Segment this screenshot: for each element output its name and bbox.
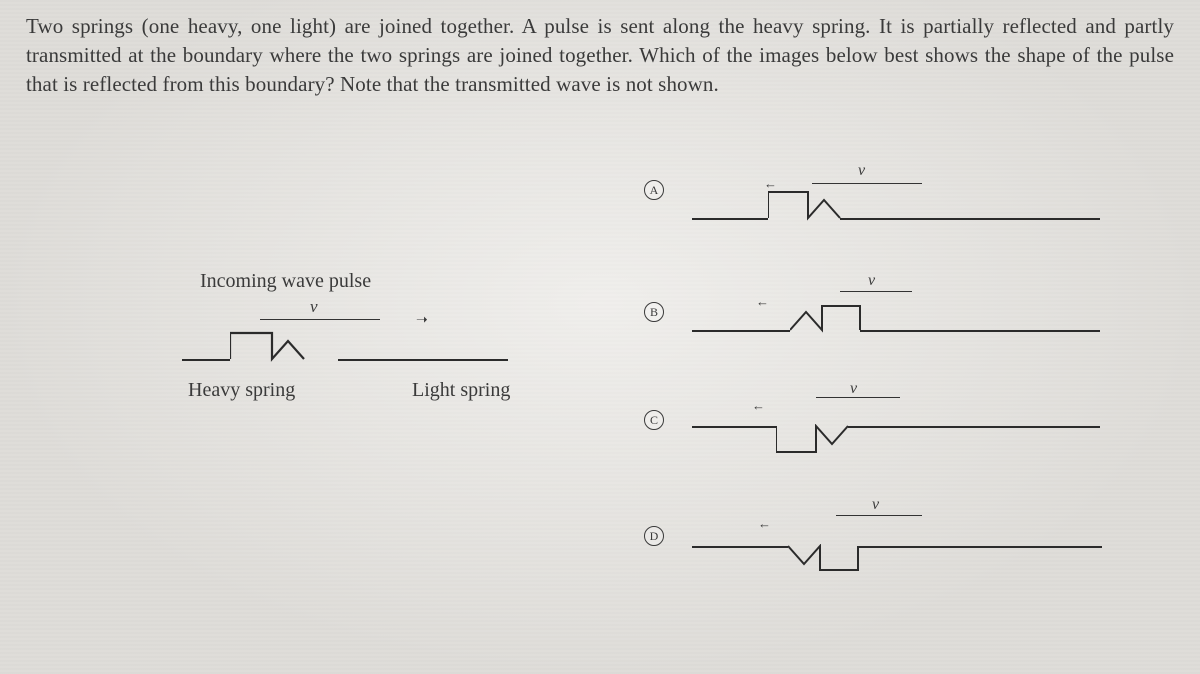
baseline-d-right [858, 546, 1102, 548]
incoming-pulse-figure: Incoming wave pulse v ➝ Heavy spring Lig… [200, 270, 620, 389]
incoming-baseline: Heavy spring Light spring [200, 329, 520, 389]
baseline-right [338, 359, 508, 361]
velocity-line-c [816, 397, 900, 398]
question-text: Two springs (one heavy, one light) are j… [26, 12, 1174, 99]
answer-options: A ← v B [648, 160, 1168, 614]
option-a[interactable]: A ← v [648, 160, 1168, 278]
baseline-left [182, 359, 230, 361]
baseline-a-right [840, 218, 1100, 220]
heavy-spring-label: Heavy spring [188, 379, 295, 402]
velocity-arrow-d: ← v [764, 502, 984, 526]
velocity-line-d [836, 515, 922, 516]
incoming-caption: Incoming wave pulse [200, 270, 620, 293]
velocity-arrow-c: ← v [758, 388, 978, 412]
baseline-d-left [692, 546, 788, 548]
velocity-arrow-a: ← v [772, 162, 992, 186]
arrowhead-left-icon: ← [752, 398, 765, 414]
option-c-figure: ← v [692, 386, 1142, 496]
option-label-b: B [644, 302, 664, 322]
option-a-pulse [768, 186, 878, 226]
figure-area: Incoming wave pulse v ➝ Heavy spring Lig… [0, 140, 1200, 674]
light-spring-label: Light spring [412, 379, 510, 402]
baseline-b-left [692, 330, 790, 332]
option-b-pulse [790, 300, 890, 338]
baseline-a-left [692, 218, 768, 220]
incoming-pulse-shape [230, 329, 350, 369]
velocity-label-a: v [858, 162, 865, 180]
velocity-arrow-b: ← v [762, 278, 982, 302]
option-d-pulse [788, 544, 892, 582]
option-b[interactable]: B ← v [648, 282, 1168, 386]
baseline-c-left [692, 426, 776, 428]
velocity-line [260, 319, 380, 320]
arrowhead-right-icon: ➝ [416, 312, 428, 329]
velocity-line-b [840, 291, 912, 292]
option-label-d: D [644, 526, 664, 546]
option-b-figure: ← v [692, 278, 1142, 388]
option-c[interactable]: C ← v [648, 390, 1168, 502]
baseline-b-right [860, 330, 1100, 332]
option-c-pulse [776, 424, 886, 464]
velocity-line-a [812, 183, 922, 184]
arrowhead-left-icon: ← [756, 294, 769, 310]
arrowhead-left-icon: ← [758, 516, 771, 532]
option-d[interactable]: D ← v [648, 506, 1168, 610]
velocity-label: v [310, 297, 318, 317]
page: Two springs (one heavy, one light) are j… [0, 0, 1200, 674]
option-label-a: A [644, 180, 664, 200]
option-a-figure: ← v [692, 156, 1142, 266]
velocity-label-d: v [872, 496, 879, 514]
velocity-label-c: v [850, 380, 857, 398]
velocity-label-b: v [868, 272, 875, 290]
velocity-arrow-incoming: v ➝ [260, 297, 620, 327]
baseline-c-right [848, 426, 1100, 428]
option-label-c: C [644, 410, 664, 430]
option-d-figure: ← v [692, 502, 1142, 612]
